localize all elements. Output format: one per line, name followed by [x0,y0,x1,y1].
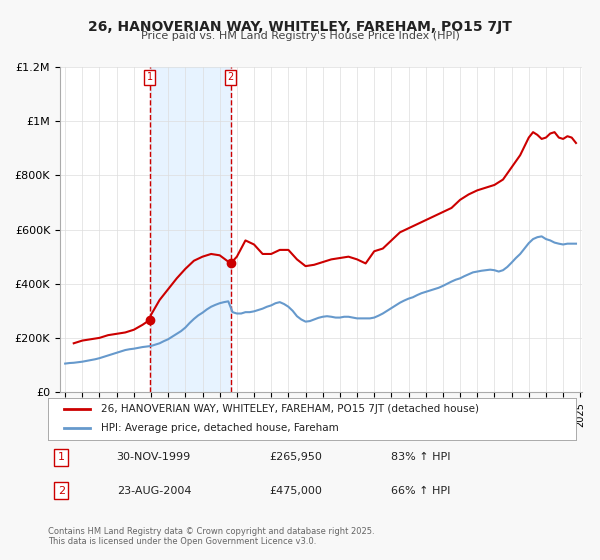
Text: Price paid vs. HM Land Registry's House Price Index (HPI): Price paid vs. HM Land Registry's House … [140,31,460,41]
Text: 30-NOV-1999: 30-NOV-1999 [116,452,191,462]
Text: £265,950: £265,950 [270,452,323,462]
Text: Contains HM Land Registry data © Crown copyright and database right 2025.
This d: Contains HM Land Registry data © Crown c… [48,526,374,546]
Text: 2: 2 [58,486,65,496]
Bar [149,67,230,392]
Text: 83% ↑ HPI: 83% ↑ HPI [391,452,451,462]
Text: 23-AUG-2004: 23-AUG-2004 [116,486,191,496]
Text: 66% ↑ HPI: 66% ↑ HPI [391,486,451,496]
Text: £475,000: £475,000 [270,486,323,496]
Text: HPI: Average price, detached house, Fareham: HPI: Average price, detached house, Fare… [101,423,338,433]
Text: 26, HANOVERIAN WAY, WHITELEY, FAREHAM, PO15 7JT (detached house): 26, HANOVERIAN WAY, WHITELEY, FAREHAM, P… [101,404,479,414]
Text: 1: 1 [58,452,65,462]
Text: 26, HANOVERIAN WAY, WHITELEY, FAREHAM, PO15 7JT: 26, HANOVERIAN WAY, WHITELEY, FAREHAM, P… [88,20,512,34]
Text: 2: 2 [227,72,234,82]
Text: 1: 1 [146,72,152,82]
